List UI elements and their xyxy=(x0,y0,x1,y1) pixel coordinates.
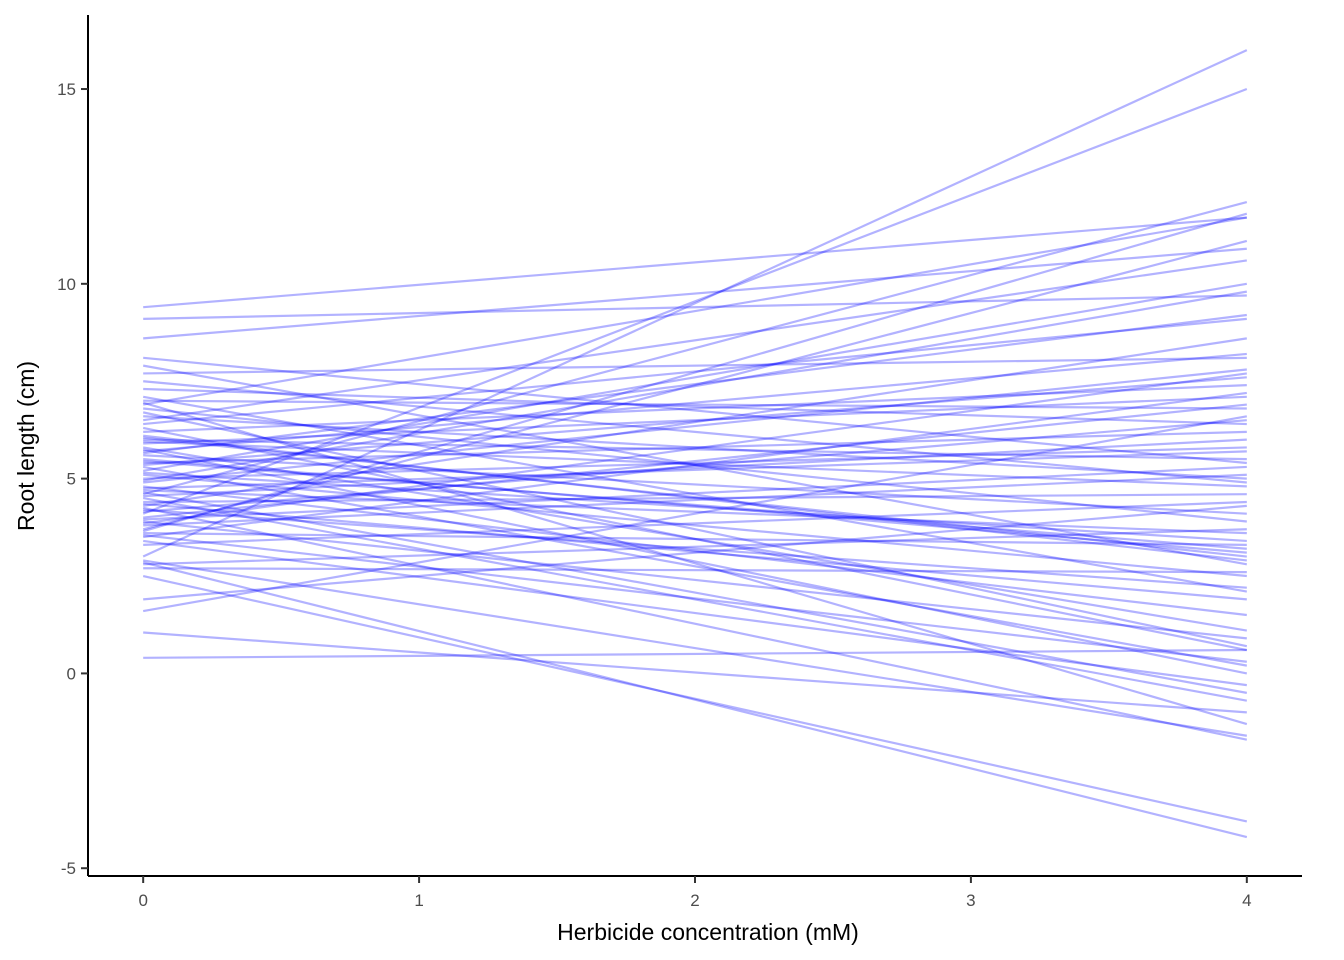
series-line-10 xyxy=(142,216,1248,406)
series-line-18 xyxy=(143,395,1247,445)
series-line-8 xyxy=(143,387,1247,426)
series-line-26 xyxy=(143,473,1247,578)
series-line-3 xyxy=(143,247,1247,340)
series-line-53 xyxy=(143,631,1247,714)
y-tick-label: 10 xyxy=(57,275,76,294)
series-line-15 xyxy=(143,384,1247,433)
series-line-55 xyxy=(143,259,1247,422)
series-line-60 xyxy=(143,436,1247,558)
series-line-63 xyxy=(143,465,1247,521)
series-line-9 xyxy=(142,395,1248,593)
series-line-29 xyxy=(143,485,1247,617)
y-tick-label: 0 xyxy=(67,664,76,683)
x-tick-label: 3 xyxy=(966,891,975,910)
series-layer xyxy=(142,49,1248,839)
series-line-40 xyxy=(143,473,1247,527)
series-line-25 xyxy=(142,282,1248,472)
series-line-48 xyxy=(143,528,1247,566)
x-tick-label: 4 xyxy=(1242,891,1251,910)
series-line-19 xyxy=(143,446,1247,632)
series-line-52 xyxy=(142,415,1248,613)
series-line-11 xyxy=(143,407,1247,523)
series-line-49 xyxy=(143,567,1247,574)
series-line-41 xyxy=(142,239,1248,531)
series-line-71 xyxy=(143,313,1247,455)
series-line-70 xyxy=(143,372,1247,525)
series-line-62 xyxy=(142,491,1248,694)
series-line-38 xyxy=(143,403,1247,519)
y-axis-title: Root length (cm) xyxy=(13,361,39,531)
series-line-46 xyxy=(142,49,1248,558)
series-line-14 xyxy=(142,426,1248,652)
series-line-73 xyxy=(143,534,1247,663)
series-line-22 xyxy=(143,458,1247,554)
x-tick-label: 0 xyxy=(138,891,147,910)
series-line-66 xyxy=(142,411,1248,648)
x-tick-label: 2 xyxy=(690,891,699,910)
series-line-24 xyxy=(142,465,1248,667)
series-line-65 xyxy=(143,399,1247,410)
series-line-5 xyxy=(142,364,1248,566)
series-line-20 xyxy=(143,352,1247,453)
x-axis-title: Herbicide concentration (mM) xyxy=(557,919,859,945)
series-line-2 xyxy=(143,294,1247,320)
series-line-57 xyxy=(142,290,1248,482)
series-line-45 xyxy=(143,500,1247,546)
series-line-75 xyxy=(143,459,1247,550)
series-line-44 xyxy=(143,539,1247,687)
ticks-layer: 0 1 2 3 4 -5 0 5 10 15 xyxy=(57,80,1251,910)
series-line-34 xyxy=(143,493,1247,504)
series-line-7 xyxy=(143,380,1247,484)
series-line-12 xyxy=(143,415,1247,480)
series-line-61 xyxy=(143,376,1247,467)
series-line-43 xyxy=(143,391,1247,539)
series-line-37 xyxy=(142,87,1248,515)
series-line-69 xyxy=(143,502,1247,601)
series-line-21 xyxy=(143,454,1247,515)
series-line-54 xyxy=(143,648,1247,659)
series-line-47 xyxy=(143,559,1247,737)
series-line-13 xyxy=(143,317,1247,426)
x-tick-label: 1 xyxy=(414,891,423,910)
series-line-1 xyxy=(143,216,1247,309)
series-line-42 xyxy=(143,532,1247,546)
series-line-6 xyxy=(143,356,1247,375)
series-line-32 xyxy=(143,438,1247,498)
series-line-35 xyxy=(143,337,1247,507)
y-tick-label: 15 xyxy=(57,80,76,99)
series-line-36 xyxy=(143,508,1247,589)
series-line-50 xyxy=(142,574,1248,823)
series-line-59 xyxy=(142,212,1248,533)
series-line-30 xyxy=(143,489,1247,535)
series-line-39 xyxy=(143,520,1247,640)
series-line-16 xyxy=(143,434,1247,562)
series-line-51 xyxy=(143,504,1247,601)
series-line-68 xyxy=(143,471,1247,543)
series-line-64 xyxy=(142,561,1248,839)
series-line-67 xyxy=(143,440,1247,488)
y-tick-label: -5 xyxy=(61,859,76,878)
series-line-76 xyxy=(143,419,1247,513)
series-line-31 xyxy=(142,200,1248,496)
series-line-72 xyxy=(143,450,1247,490)
y-tick-label: 5 xyxy=(67,470,76,489)
series-line-27 xyxy=(143,446,1247,480)
series-line-17 xyxy=(143,438,1247,461)
series-line-33 xyxy=(142,497,1248,702)
series-line-4 xyxy=(143,356,1247,465)
series-line-58 xyxy=(142,506,1248,741)
series-line-56 xyxy=(142,448,1248,675)
series-line-74 xyxy=(142,401,1248,726)
series-line-28 xyxy=(143,368,1247,484)
series-line-23 xyxy=(143,430,1247,465)
